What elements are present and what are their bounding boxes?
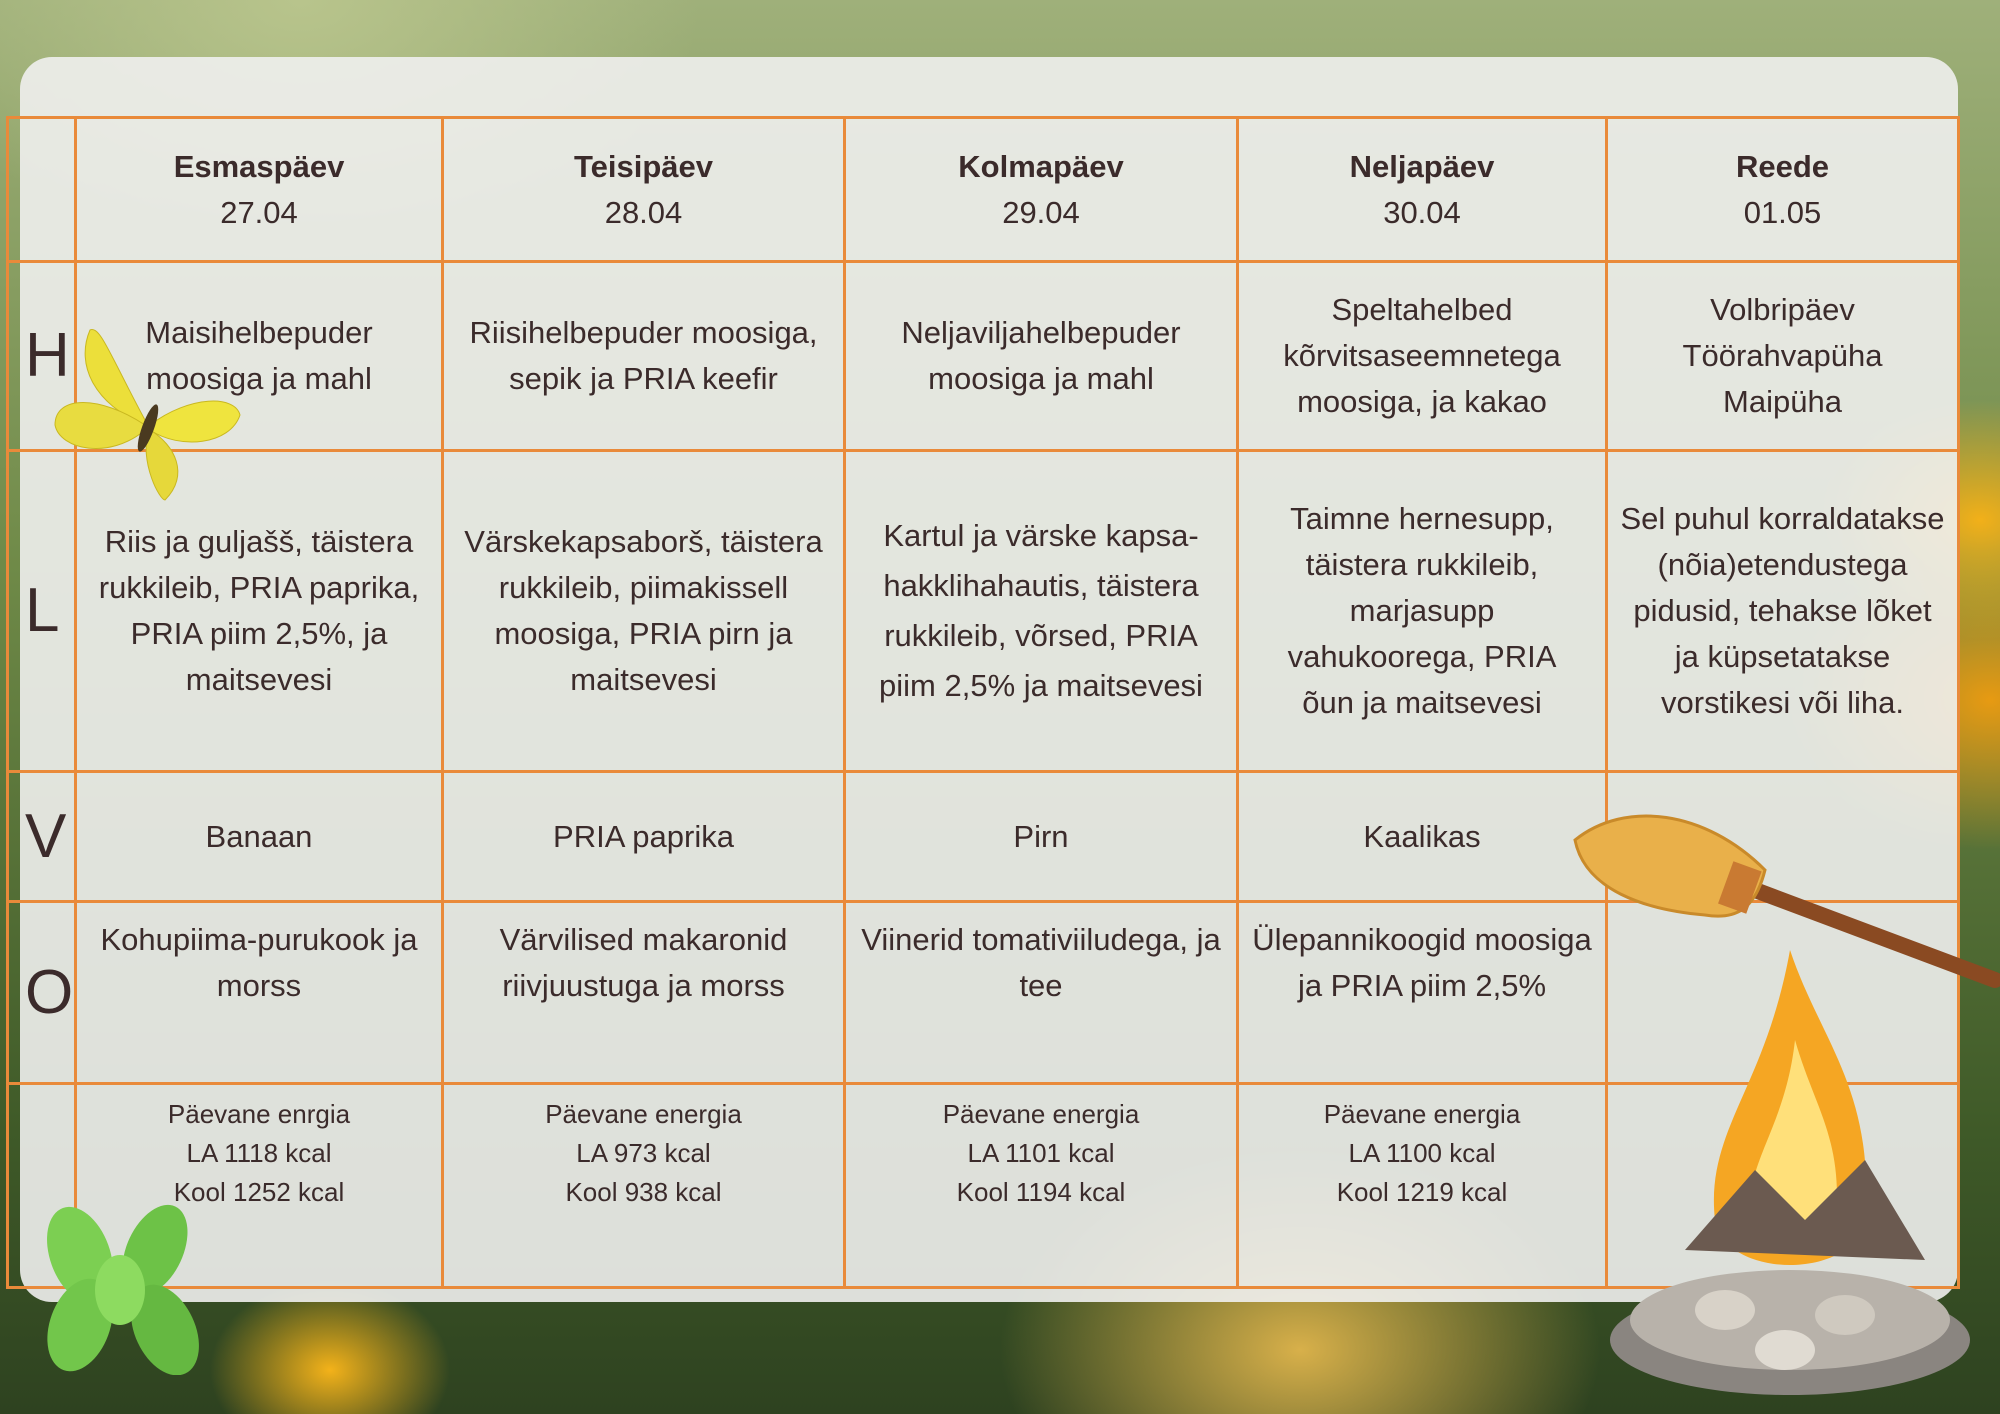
day-date: 01.05 <box>1743 194 1822 230</box>
day-header: Esmaspäev 27.04 <box>74 116 444 263</box>
meal-cell: Sel puhul korraldatakse (nõia)etendusteg… <box>1605 449 1960 773</box>
bonfire-icon <box>1610 950 1970 1395</box>
meal-cell: Kartul ja värske kapsa-hakklihahautis, t… <box>843 449 1239 773</box>
energy-cell: Päevane energia LA 1101 kcal Kool 1194 kca… <box>843 1082 1239 1289</box>
meal-row-snack: V Banaan PRIA paprika Pirn Kaalikas <box>6 770 1960 903</box>
day-name: Neljapäev <box>1349 148 1495 184</box>
day-date: 27.04 <box>220 194 298 230</box>
energy-cell: Päevane energia LA 973 kcal Kool 938 kcal <box>441 1082 846 1289</box>
energy-title: Päevane energia <box>545 1099 742 1129</box>
meal-cell: PRIA paprika <box>441 770 846 903</box>
day-name: Teisipäev <box>573 148 713 184</box>
day-date: 29.04 <box>1002 194 1080 230</box>
row-label: O <box>6 900 77 1085</box>
energy-title: Päevane energia <box>1323 1099 1521 1129</box>
day-header: Reede 01.05 <box>1605 116 1960 263</box>
energy-cell: Päevane energia LA 1100 kcal Kool 1219 kca… <box>1236 1082 1608 1289</box>
meal-cell: Volbripäev Töörahvapüha Maipüha <box>1605 260 1960 452</box>
day-header: Neljapäev 30.04 <box>1236 116 1608 263</box>
meal-row-lunch: L Riis ja guljašš, täistera rukkileib, P… <box>6 449 1960 773</box>
energy-kool: Kool 938 kcal <box>565 1177 722 1207</box>
meal-cell: Kaalikas <box>1236 770 1608 903</box>
energy-kool: Kool 1252 kcal <box>173 1177 345 1207</box>
day-name: Kolmapäev <box>958 148 1124 184</box>
day-name: Esmaspäev <box>173 148 345 184</box>
meal-cell: Speltahelbed kõrvitsaseemnetega moosiga,… <box>1236 260 1608 452</box>
row-label: V <box>6 770 77 903</box>
meal-cell: Värvilised makaronid riivjuustuga ja mor… <box>441 900 846 1085</box>
meal-cell: Värskekapsaborš, täistera rukkileib, pii… <box>441 449 846 773</box>
meal-row-breakfast: H Maisihelbepuder moosiga ja mahl Riisih… <box>6 260 1960 452</box>
row-label: L <box>6 449 77 773</box>
meal-cell: Taimne hernesupp, täistera rukkileib, ma… <box>1236 449 1608 773</box>
day-date: 28.04 <box>604 194 683 230</box>
butterfly-icon <box>54 329 241 501</box>
energy-kool: Kool 1194 kcal <box>956 1177 1126 1207</box>
energy-title: Päevane energia <box>942 1099 1140 1129</box>
meal-cell: Riisihelbepuder moosiga, sepik ja PRIA k… <box>441 260 846 452</box>
meal-cell: Viinerid tomativiiludega, ja tee <box>843 900 1239 1085</box>
day-name: Reede <box>1735 148 1830 184</box>
meal-cell: Neljaviljahelbepuder moosiga ja mahl <box>843 260 1239 452</box>
energy-kool: Kool 1219 kcal <box>1336 1177 1508 1207</box>
mint-icon <box>47 1204 199 1375</box>
meal-cell: Ülepannikoogid moosiga ja PRIA piim 2,5% <box>1236 900 1608 1085</box>
meal-cell: Banaan <box>74 770 444 903</box>
energy-la: LA 973 kcal <box>576 1138 711 1168</box>
meal-cell: Kohupiima-purukook ja morss <box>74 900 444 1085</box>
header-row: Esmaspäev 27.04 Teisipäev 28.04 Kolmapäev 2… <box>6 116 1960 263</box>
day-header: Kolmapäev 29.04 <box>843 116 1239 263</box>
day-header: Teisipäev 28.04 <box>441 116 846 263</box>
weekly-menu-table: Esmaspäev 27.04 Teisipäev 28.04 Kolmapäev 2… <box>6 116 1960 1289</box>
energy-title: Päevane enrgia <box>167 1099 351 1129</box>
energy-la: LA 1101 kcal <box>967 1138 1115 1168</box>
day-date: 30.04 <box>1383 194 1461 230</box>
energy-la: LA 1100 kcal <box>1348 1138 1496 1168</box>
corner-cell <box>6 116 77 263</box>
broom-icon <box>1573 814 2000 988</box>
meal-cell: Pirn <box>843 770 1239 903</box>
meal-cell: Riis ja guljašš, täistera rukkileib, PRI… <box>74 449 444 773</box>
energy-la: LA 1118 kcal <box>186 1138 332 1168</box>
